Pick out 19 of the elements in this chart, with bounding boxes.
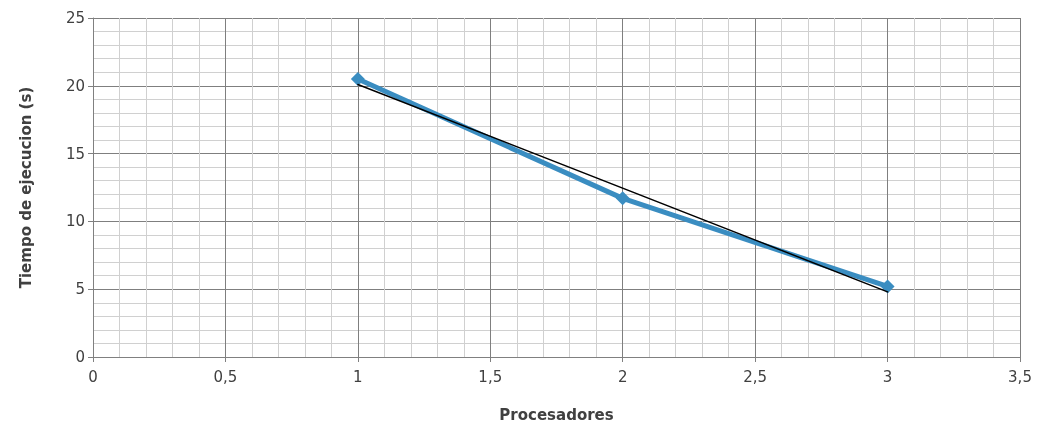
x-tick-label: 2,5 xyxy=(743,367,768,386)
y-axis-title: Tiempo de ejecucion (s) xyxy=(16,86,35,289)
x-tick-label: 3,5 xyxy=(1008,367,1032,386)
y-tick-label: 10 xyxy=(65,212,85,231)
y-tick-label: 25 xyxy=(65,9,85,27)
y-tick-label: 20 xyxy=(65,76,85,95)
point xyxy=(615,191,630,206)
x-tick-label: 1,5 xyxy=(478,367,503,386)
y-tick-label: 5 xyxy=(75,280,85,299)
x-axis-title: Procesadores xyxy=(499,405,614,424)
point xyxy=(880,279,895,294)
x-tick-label: 3 xyxy=(882,367,893,386)
point xyxy=(350,72,365,87)
x-tick-label: 0 xyxy=(88,367,98,386)
x-tick-label: 2 xyxy=(617,367,628,386)
y-tick-label: 0 xyxy=(75,348,85,366)
x-tick-label: 0,5 xyxy=(213,367,238,386)
x-tick-label: 1 xyxy=(353,367,363,386)
y-tick-label: 15 xyxy=(65,144,85,163)
